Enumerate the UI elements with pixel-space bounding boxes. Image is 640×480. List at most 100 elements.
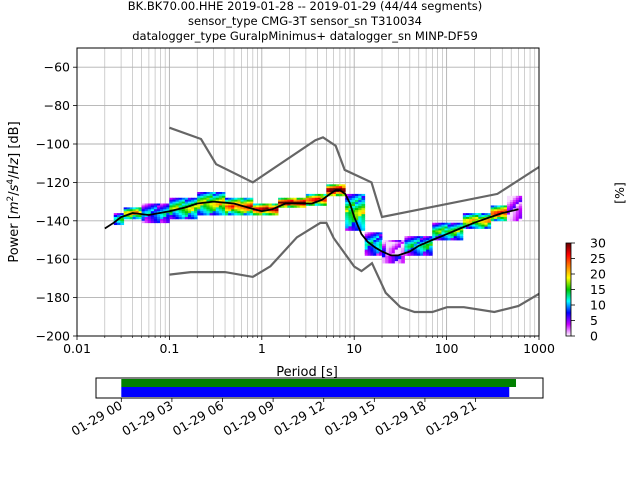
density-cell (518, 206, 523, 209)
density-cell (361, 208, 366, 211)
density-cell (358, 204, 362, 207)
density-cell (419, 240, 424, 243)
density-cell (364, 245, 369, 249)
density-cell (246, 203, 251, 206)
density-cell (278, 201, 282, 204)
nlnm-curve (169, 221, 539, 314)
density-cell (351, 228, 356, 231)
density-cell (493, 209, 498, 212)
density-cell (518, 208, 523, 211)
density-cell (404, 243, 408, 247)
density-cell (348, 212, 353, 215)
density-cell (166, 205, 170, 208)
density-cell (515, 206, 520, 209)
density-cell (382, 259, 386, 262)
density-cell (462, 220, 467, 224)
density-cell (215, 199, 220, 202)
density-cell (373, 253, 377, 256)
density-cell (373, 238, 377, 241)
density-cell (484, 218, 488, 222)
density-cell (332, 188, 337, 191)
density-cell (237, 207, 241, 210)
density-cell (166, 216, 170, 220)
density-cell (249, 203, 254, 206)
density-cell (459, 222, 464, 226)
density-cell (447, 226, 452, 229)
density-cell (153, 220, 158, 224)
density-cell (423, 236, 427, 239)
density-cell (364, 232, 369, 235)
density-cell (435, 222, 439, 226)
density-cell (506, 195, 511, 199)
density-cell (361, 220, 366, 223)
density-cell (308, 197, 313, 201)
density-cell (481, 213, 485, 216)
density-cell (416, 240, 421, 243)
density-cell (351, 195, 356, 199)
density-cell (329, 190, 334, 193)
density-cell (394, 261, 399, 264)
density-cell (234, 209, 238, 212)
density-cell (135, 211, 139, 214)
density-cell (410, 238, 415, 241)
density-cell (509, 208, 514, 211)
density-cell (518, 197, 523, 201)
density-cell (379, 253, 383, 256)
density-cell (441, 230, 445, 233)
density-cell (444, 230, 448, 233)
density-cell (345, 222, 349, 225)
density-cell (472, 218, 476, 222)
density-cell (317, 201, 321, 204)
density-cell (181, 197, 186, 201)
density-cell (228, 207, 232, 210)
density-cell (184, 215, 189, 218)
y-tick-label: −80 (44, 98, 70, 113)
density-cell (206, 205, 210, 208)
density-cell (113, 213, 118, 216)
density-cell (299, 205, 304, 208)
density-cell (314, 203, 318, 206)
density-cell (345, 224, 349, 227)
density-cell (447, 222, 452, 226)
density-cell (394, 243, 399, 247)
density-cell (370, 234, 374, 237)
density-cell (361, 226, 366, 229)
density-cell (348, 218, 353, 221)
density-cell (212, 201, 217, 204)
density-cell (404, 240, 408, 243)
density-cell (153, 218, 158, 222)
density-cell (367, 247, 371, 250)
density-cell (218, 195, 223, 199)
density-cell (203, 211, 207, 214)
density-cell (469, 215, 473, 218)
density-cell (132, 213, 137, 216)
density-cell (500, 207, 505, 210)
density-cell (335, 184, 340, 187)
density-cell (181, 205, 186, 208)
density-cell (246, 205, 251, 208)
density-cell (413, 249, 418, 252)
density-cell (215, 203, 220, 206)
density-cell (138, 209, 142, 212)
density-cell (404, 238, 408, 241)
density-cell (423, 253, 427, 256)
density-cell (150, 211, 155, 214)
density-cell (423, 245, 427, 249)
density-cell (506, 204, 511, 207)
density-cell (407, 240, 412, 243)
density-cell (515, 195, 520, 199)
density-cell (218, 209, 223, 212)
density-cell (317, 195, 321, 199)
density-cell (367, 251, 371, 254)
density-cell (191, 213, 195, 216)
density-cell (284, 199, 288, 202)
density-cell (314, 193, 318, 197)
density-cell (444, 224, 448, 227)
density-cell (456, 230, 461, 233)
density-cell (172, 211, 176, 214)
density-cell (388, 249, 393, 252)
density-cell (354, 214, 359, 217)
density-cell (178, 203, 183, 206)
density-cell (311, 199, 316, 202)
density-cell (169, 199, 173, 202)
